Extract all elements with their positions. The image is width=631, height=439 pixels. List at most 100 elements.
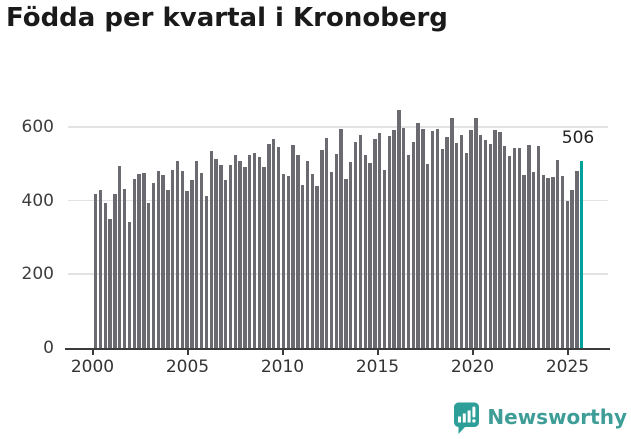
bar-2003-q4	[166, 190, 170, 348]
bar-2017-q1	[421, 128, 425, 348]
bar-2022-q3	[527, 145, 531, 348]
bar-2012-q2	[329, 172, 334, 348]
bar-2007-q1	[228, 165, 233, 348]
bar-2019-q4	[474, 117, 478, 348]
bar-2013-q4	[358, 135, 363, 348]
bar-2002-q1	[132, 179, 136, 348]
bar-2018-q1	[440, 148, 444, 348]
bar-2017-q4	[435, 128, 440, 348]
bar-2004-q4	[185, 191, 189, 348]
bar-2020-q3	[488, 144, 493, 348]
bar-2020-q4	[493, 129, 497, 348]
bar-2016-q1	[402, 127, 406, 348]
bar-2004-q2	[175, 161, 180, 348]
bar-2002-q2	[137, 174, 141, 348]
bar-2021-q1	[498, 131, 502, 348]
bar-2011-q2	[310, 173, 314, 348]
x-axis-tick-label-2015: 2015	[355, 357, 400, 377]
bar-2008-q3	[257, 157, 262, 348]
bar-2007-q4	[243, 166, 247, 348]
bar-2003-q1	[151, 182, 156, 348]
bar-2012-q4	[339, 128, 343, 348]
bar-2000-q1	[94, 194, 98, 348]
bar-2024-q1	[556, 160, 560, 348]
bar-2005-q2	[195, 161, 199, 348]
bar-2009-q3	[276, 146, 281, 348]
chart-title: Födda per kvartal i Kronoberg	[6, 3, 448, 33]
bar-2002-q3	[142, 173, 146, 348]
x-axis-tick-2010	[281, 350, 284, 355]
bar-2006-q1	[209, 151, 213, 348]
x-axis-tick-label-2005: 2005	[165, 357, 210, 377]
bar-2022-q1	[517, 147, 521, 348]
bar-2001-q4	[127, 221, 132, 348]
y-axis-tick-label-0: 0	[43, 338, 54, 358]
bar-2015-q3	[392, 130, 396, 348]
x-axis-tick-label-2000: 2000	[70, 357, 115, 377]
bar-2015-q4	[397, 110, 401, 348]
bar-2025-q1	[575, 171, 579, 348]
newsworthy-brand-text: Newsworthy	[487, 405, 627, 429]
latest-value-label: 506	[561, 128, 595, 148]
bar-2005-q4	[204, 195, 209, 348]
bar-2024-q4	[570, 189, 574, 348]
bar-2020-q1	[479, 135, 483, 348]
bar-2010-q2	[291, 144, 295, 348]
bar-2009-q4	[281, 173, 286, 348]
bar-2015-q1	[382, 170, 387, 348]
bar-2021-q3	[507, 156, 512, 348]
bar-2022-q4	[531, 171, 536, 348]
bar-2017-q3	[430, 131, 435, 348]
bar-2018-q4	[454, 142, 459, 348]
bar-2007-q2	[233, 155, 237, 348]
bar-2020-q2	[483, 140, 488, 348]
bar-2000-q3	[103, 203, 108, 348]
bar-2019-q1	[459, 134, 464, 348]
bar-2021-q2	[503, 146, 507, 348]
bar-2008-q2	[252, 152, 257, 348]
bar-series	[94, 100, 584, 348]
bar-2017-q2	[426, 163, 430, 348]
bar-2014-q2	[368, 163, 372, 348]
bar-2011-q4	[320, 150, 324, 348]
bar-2000-q4	[108, 218, 112, 348]
bar-2019-q3	[469, 130, 473, 348]
bar-2003-q2	[156, 171, 160, 348]
newsworthy-logo-link[interactable]: Newsworthy	[453, 400, 627, 435]
bar-2001-q2	[118, 166, 122, 348]
bar-2009-q1	[267, 143, 271, 348]
bar-2012-q3	[334, 153, 339, 348]
bar-2023-q2	[541, 175, 545, 348]
bar-2004-q1	[171, 170, 175, 348]
bar-2023-q4	[551, 176, 555, 348]
x-axis-tick-label-2025: 2025	[545, 357, 590, 377]
x-axis-tick-2020	[471, 350, 474, 355]
bar-2002-q4	[146, 203, 151, 348]
bar-2024-q3	[565, 201, 570, 348]
newsworthy-logo-icon	[453, 401, 480, 435]
bar-2010-q3	[296, 154, 300, 348]
y-axis-tick-label-600: 600	[21, 117, 54, 137]
bar-2016-q3	[411, 141, 416, 348]
bar-2000-q2	[98, 190, 103, 348]
bar-2011-q3	[315, 185, 319, 348]
x-axis-tick-2015	[376, 350, 379, 355]
x-axis-tick-2025	[566, 350, 569, 355]
bar-2003-q3	[161, 175, 165, 348]
bar-2013-q1	[344, 178, 348, 348]
bar-2008-q4	[262, 167, 266, 348]
bar-2019-q2	[464, 152, 468, 348]
x-axis-tick-label-2020: 2020	[450, 357, 495, 377]
bar-2014-q3	[373, 138, 377, 348]
x-axis-tick-2000	[91, 350, 94, 355]
bar-2010-q1	[286, 175, 290, 348]
bar-2008-q1	[248, 155, 252, 348]
bar-2007-q3	[238, 160, 242, 348]
bar-2018-q3	[450, 117, 454, 348]
x-axis-line	[65, 348, 610, 350]
bar-2023-q3	[546, 177, 550, 348]
x-axis-tick-label-2010: 2010	[260, 357, 305, 377]
gridline-600	[68, 126, 608, 128]
bar-2006-q4	[223, 180, 228, 348]
bar-2013-q3	[353, 141, 358, 348]
